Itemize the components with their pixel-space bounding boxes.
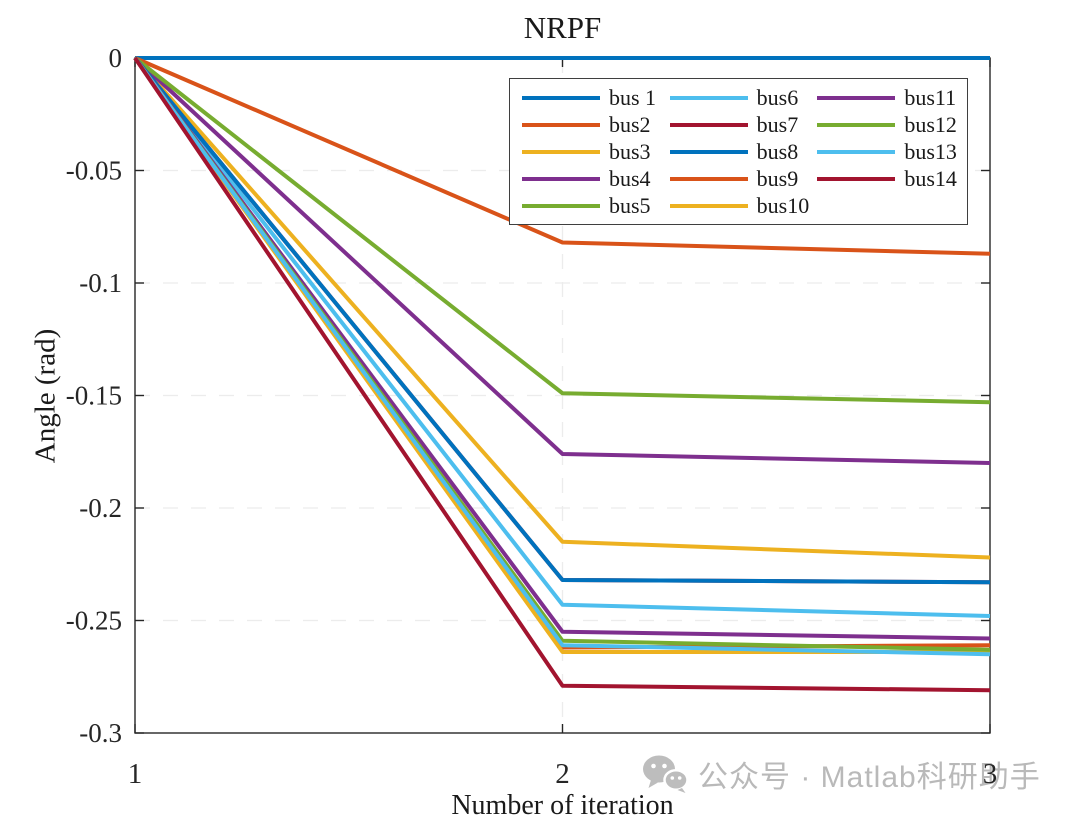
series-line-bus4: [133, 56, 991, 465]
legend-label: bus6: [756, 84, 799, 110]
legend-swatch: [669, 176, 748, 181]
legend-item-bus3: bus3: [522, 139, 670, 165]
legend-swatch: [669, 122, 748, 127]
legend-label: bus3: [609, 138, 651, 164]
legend-item-bus2: bus2: [522, 112, 670, 138]
legend-label: bus7: [756, 111, 799, 137]
legend-label: bus11: [904, 84, 957, 110]
legend-label: bus13: [904, 138, 957, 164]
legend-item-bus10: bus10: [669, 192, 818, 219]
legend-swatch: [522, 122, 600, 127]
y-tick-label: -0.2: [79, 493, 122, 523]
chart-title: NRPF: [523, 10, 602, 45]
legend-label: bus12: [904, 111, 957, 137]
legend-label: bus2: [609, 111, 651, 137]
legend-swatch: [522, 149, 600, 154]
legend-label: bus5: [609, 192, 651, 218]
legend-swatch: [669, 149, 748, 154]
x-tick-label: 1: [128, 758, 143, 790]
legend-item-bus6: bus6: [669, 84, 818, 111]
wechat-icon: [643, 755, 689, 793]
watermark-text: 公众号 · Matlab科研助手: [698, 761, 1041, 794]
legend-item-bus9: bus9: [669, 165, 818, 192]
legend-swatch: [817, 122, 896, 127]
series-line-bus8: [133, 56, 991, 585]
legend-swatch: [817, 149, 896, 154]
legend-item-bus5: bus5: [522, 193, 670, 219]
x-tick-label: 3: [983, 758, 998, 790]
legend-item-bus8: bus8: [669, 138, 818, 165]
y-tick-label: -0.25: [66, 606, 122, 636]
legend-swatch: [522, 203, 600, 208]
legend-item-bus1: bus 1: [522, 85, 670, 111]
legend-item-bus13: bus13: [817, 139, 965, 165]
legend-item-bus7: bus7: [669, 111, 818, 138]
legend-label: bus4: [609, 165, 651, 191]
legend-label: bus8: [756, 138, 799, 164]
x-axis-label: Number of iteration: [451, 790, 674, 821]
series-line-bus6: [133, 56, 991, 618]
legend-swatch: [817, 176, 896, 181]
x-tick-label: 2: [555, 758, 570, 790]
y-tick-label: 0: [109, 43, 123, 73]
legend-swatch: [669, 95, 748, 100]
series-line-bus2: [134, 56, 991, 256]
legend: bus 1 bus2 bus3 bus4 bus5 bus6 bus7 bus8 bus9 bus…: [509, 78, 968, 225]
series-line-bus3: [133, 56, 991, 560]
y-tick-label: -0.1: [79, 268, 122, 298]
legend-item-bus14: bus14: [817, 166, 965, 192]
legend-label: bus 1: [609, 84, 657, 110]
legend-swatch: [522, 176, 600, 181]
series-line-bus14: [133, 56, 991, 693]
legend-label: bus14: [904, 165, 957, 191]
legend-swatch: [817, 95, 896, 100]
legend-item-bus12: bus12: [817, 112, 965, 138]
legend-label: bus9: [756, 165, 799, 191]
watermark: 公众号 · Matlab科研助手: [642, 752, 1041, 796]
legend-item-bus4: bus4: [522, 166, 670, 192]
series-line-bus13: [133, 56, 991, 657]
series-line-bus5: [133, 56, 991, 405]
legend-swatch: [669, 203, 748, 208]
y-tick-label: -0.05: [66, 156, 122, 186]
y-tick-label: -0.15: [66, 381, 122, 411]
legend-label: bus10: [756, 192, 810, 218]
y-tick-label: -0.3: [79, 718, 122, 748]
legend-swatch: [522, 95, 600, 100]
legend-item-bus11: bus11: [817, 85, 965, 111]
